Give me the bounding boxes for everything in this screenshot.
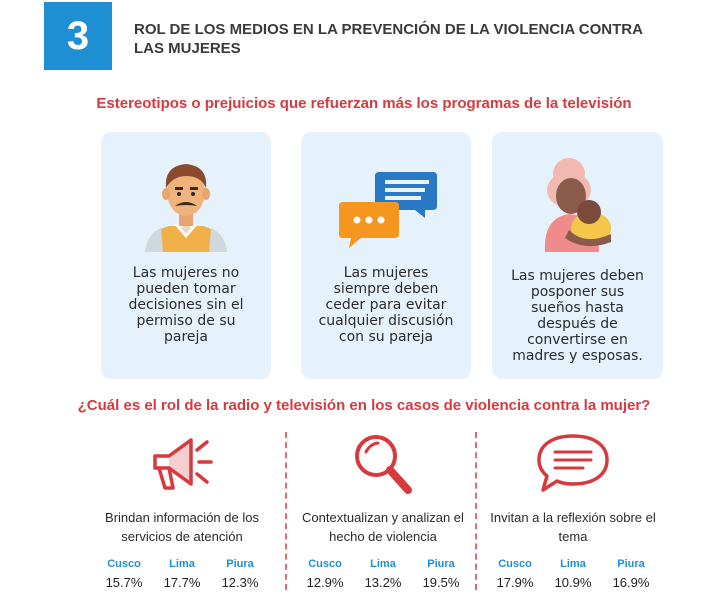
role-column-1-stats: Cusco 15.7% Lima 17.7% Piura 12.3%	[87, 558, 277, 590]
city-label: Lima	[169, 558, 195, 570]
stat-value: 12.3%	[221, 575, 259, 590]
city-label: Cusco	[308, 558, 342, 570]
stat-cusco: Cusco 15.7%	[99, 558, 149, 590]
role-column-3-stats: Cusco 17.9% Lima 10.9% Piura 16.9%	[478, 558, 668, 590]
stereotype-card-3: Las mujeres deben posponer sus sueños ha…	[492, 132, 663, 379]
city-label: Piura	[427, 558, 455, 570]
stat-piura: Piura 12.3%	[215, 558, 265, 590]
stereotype-card-2: Las mujeres siempre deben ceder para evi…	[301, 132, 471, 379]
stereotype-card-1: Las mujeres no pueden tomar decisiones s…	[101, 132, 271, 379]
magnifier-icon	[355, 435, 412, 494]
stat-value: 19.5%	[422, 575, 460, 590]
chat-bubbles-icon	[339, 172, 437, 248]
stereotype-card-3-text: Las mujeres deben posponer sus sueños ha…	[511, 268, 644, 364]
stat-lima: Lima 13.2%	[358, 558, 408, 590]
city-label: Lima	[370, 558, 396, 570]
column-divider	[285, 432, 287, 590]
stat-lima: Lima 17.7%	[157, 558, 207, 590]
stat-value: 17.7%	[163, 575, 201, 590]
section-number-badge: 3	[44, 2, 112, 70]
city-label: Lima	[560, 558, 586, 570]
stat-lima: Lima 10.9%	[548, 558, 598, 590]
stat-value: 13.2%	[364, 575, 402, 590]
role-column-1-label: Brindan información de los servicios de …	[105, 510, 259, 544]
stat-value: 10.9%	[554, 575, 592, 590]
column-divider	[475, 432, 477, 590]
stat-cusco: Cusco 12.9%	[300, 558, 350, 590]
man-avatar-icon	[145, 164, 227, 252]
stat-value: 17.9%	[496, 575, 534, 590]
stereotype-card-1-text: Las mujeres no pueden tomar decisiones s…	[128, 265, 244, 345]
page-title: ROL DE LOS MEDIOS EN LA PREVENCIÓN DE LA…	[134, 21, 643, 57]
city-label: Cusco	[107, 558, 141, 570]
stat-piura: Piura 16.9%	[606, 558, 656, 590]
stat-piura: Piura 19.5%	[416, 558, 466, 590]
stereotype-card-2-text: Las mujeres siempre deben ceder para evi…	[318, 265, 454, 345]
role-column-2-label: Contextualizan y analizan el hecho de vi…	[302, 510, 464, 544]
mother-baby-icon	[544, 158, 611, 252]
stat-value: 15.7%	[105, 575, 143, 590]
role-column-2-stats: Cusco 12.9% Lima 13.2% Piura 19.5%	[288, 558, 478, 590]
city-label: Cusco	[498, 558, 532, 570]
city-label: Piura	[226, 558, 254, 570]
stereotypes-subtitle: Estereotipos o prejuicios que refuerzan …	[96, 95, 632, 112]
stat-cusco: Cusco 17.9%	[490, 558, 540, 590]
stat-value: 12.9%	[306, 575, 344, 590]
megaphone-icon	[153, 438, 213, 490]
role-column-3-label: Invitan a la reflexión sobre el tema	[490, 510, 656, 544]
stat-value: 16.9%	[612, 575, 650, 590]
role-subtitle: ¿Cuál es el rol de la radio y televisión…	[77, 397, 651, 414]
city-label: Piura	[617, 558, 645, 570]
speech-bubble-icon	[537, 434, 609, 492]
